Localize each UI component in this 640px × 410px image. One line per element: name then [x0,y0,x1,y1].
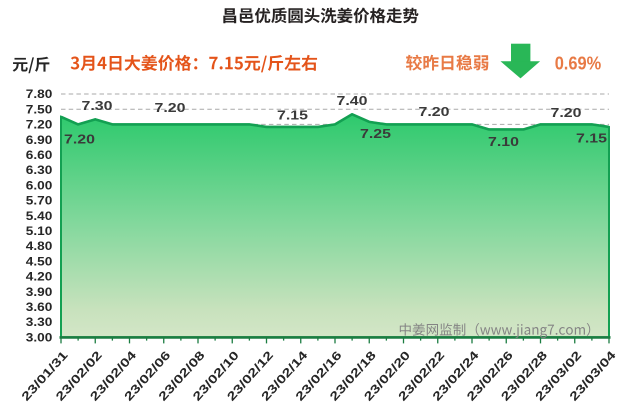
svg-text:7.10: 7.10 [488,134,519,149]
svg-text:3.90: 3.90 [26,285,53,299]
svg-text:7.80: 7.80 [26,87,53,101]
svg-text:7.20: 7.20 [26,118,53,132]
svg-text:7.15: 7.15 [277,107,308,122]
svg-text:6.30: 6.30 [26,163,53,177]
svg-text:0.69%: 0.69% [555,53,602,74]
svg-text:7.15: 7.15 [576,131,607,146]
svg-text:6.90: 6.90 [26,133,53,147]
svg-text:7.50: 7.50 [26,102,53,116]
svg-text:7.20: 7.20 [64,132,95,147]
svg-text:3.60: 3.60 [26,300,53,314]
svg-text:4.20: 4.20 [26,270,53,284]
svg-text:5.10: 5.10 [26,224,53,238]
svg-text:3.00: 3.00 [26,330,53,344]
svg-text:5.70: 5.70 [26,194,53,208]
svg-text:4.50: 4.50 [26,254,53,268]
svg-text:7.40: 7.40 [337,93,368,108]
svg-text:6.60: 6.60 [26,148,53,162]
svg-text:7.20: 7.20 [155,100,186,115]
svg-text:7.20: 7.20 [419,104,450,119]
svg-text:7.25: 7.25 [360,126,391,141]
svg-text:3.30: 3.30 [26,315,53,329]
svg-text:4.80: 4.80 [26,239,53,253]
svg-text:5.40: 5.40 [26,209,53,223]
svg-text:6.00: 6.00 [26,178,53,192]
svg-text:7.30: 7.30 [82,98,113,113]
svg-text:7.20: 7.20 [551,105,582,120]
